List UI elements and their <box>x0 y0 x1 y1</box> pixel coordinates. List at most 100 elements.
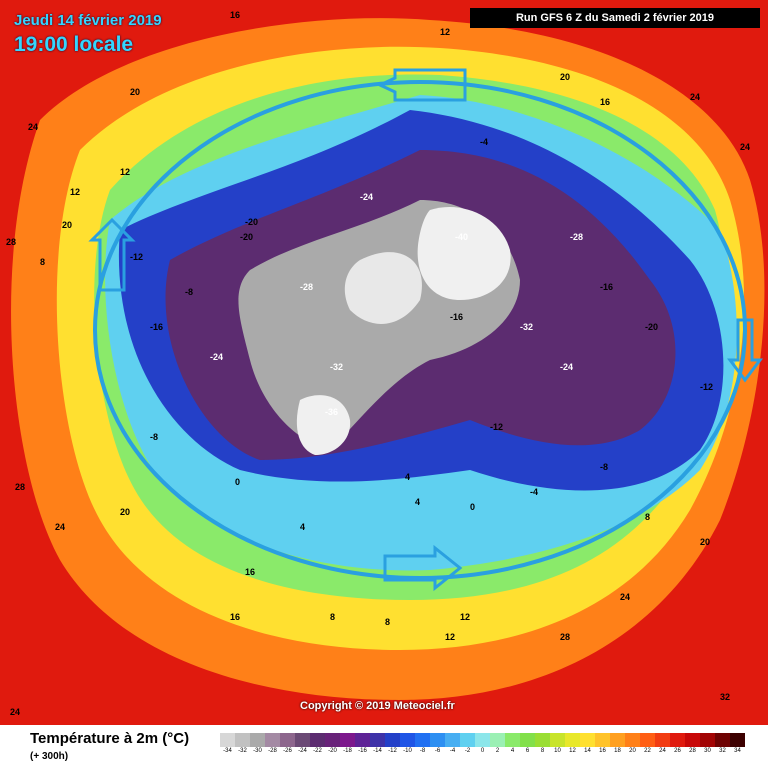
temperature-label: 24 <box>55 522 65 532</box>
temperature-label: 4 <box>300 522 305 532</box>
legend-swatch <box>625 733 640 747</box>
legend-tick: -14 <box>373 748 382 754</box>
legend-swatch <box>355 733 370 747</box>
temperature-label: 4 <box>415 497 420 507</box>
legend-swatch <box>235 733 250 747</box>
legend-swatch <box>445 733 460 747</box>
legend-swatch <box>520 733 535 747</box>
temperature-map: 20 24 12 16 24 24 28 20 12 8 -12 -8 -16 -20 -24 -28 -32 -… <box>0 0 768 725</box>
temperature-label: -12 <box>700 382 713 392</box>
temperature-label: -28 <box>570 232 583 242</box>
temperature-label: 28 <box>15 482 25 492</box>
temperature-label: -20 <box>645 322 658 332</box>
legend-tick: 30 <box>704 748 711 754</box>
temperature-label: -24 <box>560 362 573 372</box>
legend-swatch <box>460 733 475 747</box>
lead-time: (+ 300h) <box>30 751 69 762</box>
arrow-bottom <box>383 544 463 592</box>
temperature-label: 20 <box>130 87 140 97</box>
legend-tick: 20 <box>629 748 636 754</box>
legend-tick: -16 <box>358 748 367 754</box>
temperature-label: -16 <box>450 312 463 322</box>
legend-tick: 28 <box>689 748 696 754</box>
legend-swatch <box>610 733 625 747</box>
temperature-label: 24 <box>690 92 700 102</box>
forecast-header: Jeudi 14 février 2019 19:00 locale <box>14 12 162 57</box>
legend-swatch <box>340 733 355 747</box>
legend-tick: -24 <box>298 748 307 754</box>
temperature-label: -28 <box>300 282 313 292</box>
temperature-label: -20 <box>245 217 258 227</box>
legend-tick: 34 <box>734 748 741 754</box>
legend-tick: -32 <box>238 748 247 754</box>
temperature-label: -8 <box>600 462 608 472</box>
legend-swatch <box>280 733 295 747</box>
run-info: Run GFS 6 Z du Samedi 2 février 2019 <box>470 8 760 28</box>
temperature-label: -36 <box>325 407 338 417</box>
legend-tick: 4 <box>510 748 515 754</box>
legend-swatch <box>265 733 280 747</box>
legend-swatch <box>325 733 340 747</box>
temperature-label: -32 <box>330 362 343 372</box>
temperature-label: 12 <box>445 632 455 642</box>
legend-swatch <box>490 733 505 747</box>
temperature-label: 12 <box>120 167 130 177</box>
temperature-label: -16 <box>600 282 613 292</box>
arrow-left <box>88 217 136 292</box>
legend-swatch <box>580 733 595 747</box>
circulation-ring <box>93 80 747 580</box>
legend-tick: -8 <box>419 748 426 754</box>
temperature-label: -20 <box>240 232 253 242</box>
legend-swatch <box>250 733 265 747</box>
variable-title: Température à 2m (°C) <box>30 730 190 747</box>
temperature-label: -12 <box>130 252 143 262</box>
temperature-label: 24 <box>620 592 630 602</box>
legend-tick: -34 <box>223 748 232 754</box>
legend-tick: 18 <box>614 748 621 754</box>
legend-swatch <box>385 733 400 747</box>
temperature-field: 20 24 12 16 24 24 28 20 12 8 -12 -8 -16 -20 -24 -28 -32 -… <box>0 0 768 725</box>
legend-swatch <box>670 733 685 747</box>
temperature-label: 8 <box>330 612 335 622</box>
legend-tick: -26 <box>283 748 292 754</box>
temperature-label: -32 <box>520 322 533 332</box>
temperature-label: -8 <box>185 287 193 297</box>
legend-tick: -6 <box>434 748 441 754</box>
legend-swatch <box>505 733 520 747</box>
temperature-label: 24 <box>10 707 20 717</box>
temperature-label: 16 <box>230 612 240 622</box>
legend-tick: 0 <box>480 748 485 754</box>
arrow-top <box>376 68 467 102</box>
legend-swatch <box>715 733 730 747</box>
temperature-label: 24 <box>740 142 750 152</box>
legend-swatch <box>370 733 385 747</box>
temperature-label: -24 <box>360 192 373 202</box>
legend-swatch <box>700 733 715 747</box>
arrow-right <box>727 318 763 383</box>
forecast-date: Jeudi 14 février 2019 <box>14 12 162 29</box>
legend-swatch <box>535 733 550 747</box>
field-white-arctic <box>344 252 422 324</box>
legend-tick: 32 <box>719 748 726 754</box>
legend-swatch <box>400 733 415 747</box>
temperature-label: 0 <box>235 477 240 487</box>
legend-swatch <box>640 733 655 747</box>
legend-swatch <box>220 733 235 747</box>
legend-swatch <box>430 733 445 747</box>
temperature-label: 16 <box>230 10 240 20</box>
legend-swatch <box>295 733 310 747</box>
legend-tick: 24 <box>659 748 666 754</box>
field-white <box>417 206 511 300</box>
legend-tick: -2 <box>464 748 471 754</box>
temperature-label: 28 <box>6 237 16 247</box>
temperature-label: -8 <box>150 432 158 442</box>
legend-tick: 10 <box>554 748 561 754</box>
legend-swatch <box>310 733 325 747</box>
temperature-label: 8 <box>645 512 650 522</box>
legend-tick: -18 <box>343 748 352 754</box>
legend-swatch <box>415 733 430 747</box>
temperature-label: 32 <box>720 692 730 702</box>
legend-tick: -4 <box>449 748 456 754</box>
temperature-label: 8 <box>40 257 45 267</box>
legend-swatch <box>595 733 610 747</box>
